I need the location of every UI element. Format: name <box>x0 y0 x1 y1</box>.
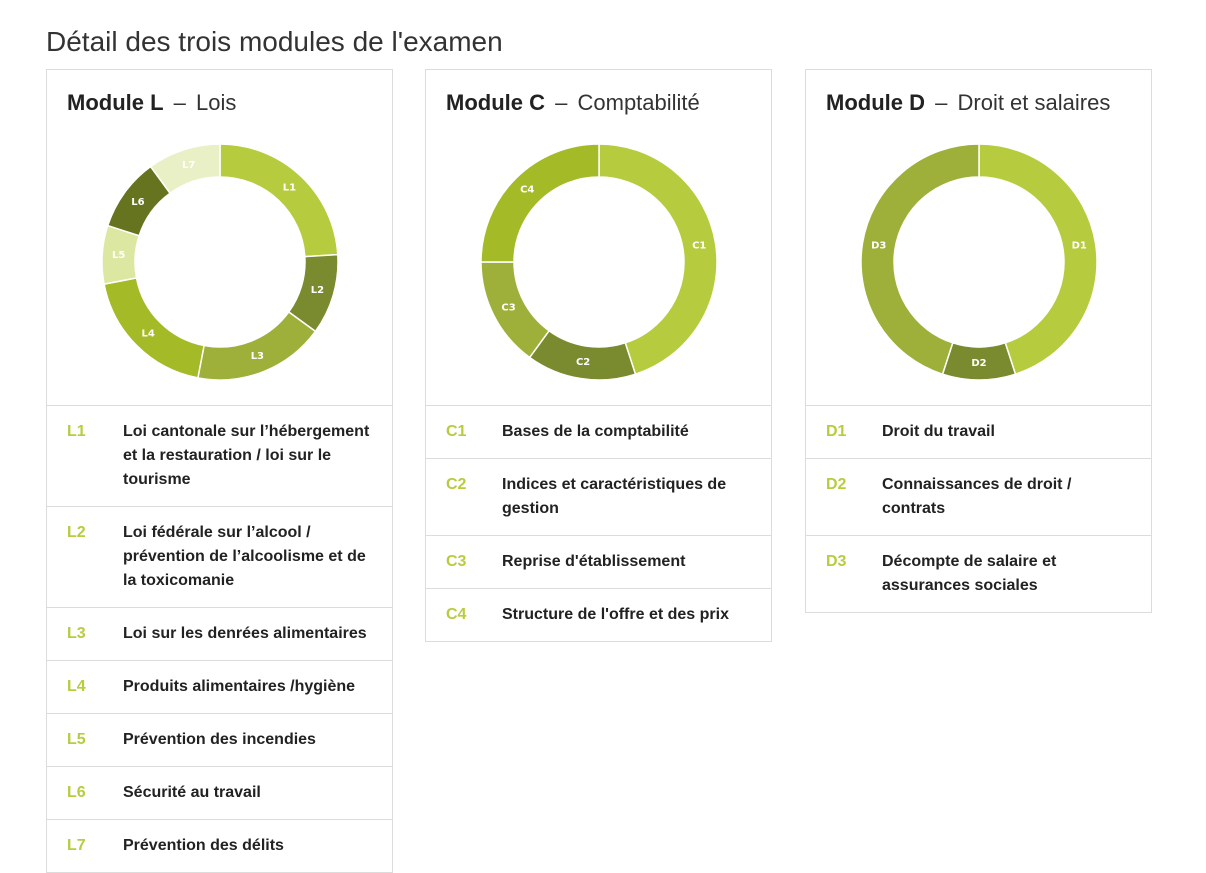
item-label: Indices et caractéristiques de gestion <box>502 476 727 517</box>
item-label: Produits alimentaires /hygiène <box>123 678 356 695</box>
donut-label-d1: D1 <box>1072 241 1087 252</box>
title-dash: – <box>935 90 948 115</box>
donut-label-l2: L2 <box>311 285 324 296</box>
list-item: L4 Produits alimentaires /hygiène <box>47 661 392 714</box>
item-label: Loi cantonale sur l’hébergement et la re… <box>123 423 370 488</box>
donut-label-c3: C3 <box>501 303 515 314</box>
donut-label-l4: L4 <box>142 328 155 339</box>
module-item-list: D1 Droit du travail D2 Connaissances de dro… <box>806 406 1151 612</box>
item-label: Reprise d'établissement <box>502 553 686 570</box>
module-subtitle: Droit et salaires <box>957 90 1111 115</box>
item-code: D3 <box>826 553 847 570</box>
list-item: L2 Loi fédérale sur l’alcool / prévention… <box>47 507 392 608</box>
item-label: Prévention des incendies <box>123 731 316 748</box>
item-code: L4 <box>67 678 86 695</box>
list-item: C3 Reprise d'établissement <box>426 536 771 589</box>
title-dash: – <box>555 90 568 115</box>
donut-label-l6: L6 <box>131 197 144 208</box>
donut-chart: L1 L2 L3 L4 L5 L6 L7 <box>102 144 338 380</box>
donut-label-l3: L3 <box>251 351 264 362</box>
item-label: Connaissances de droit / contrats <box>882 476 1072 517</box>
list-item: C4 Structure de l'offre et des prix <box>426 589 771 641</box>
module-name: Module L <box>67 90 164 115</box>
donut-segment-c2 <box>528 329 637 380</box>
item-label: Loi fédérale sur l’alcool / prévention d… <box>123 524 366 589</box>
donut-segment-d3 <box>861 144 980 376</box>
item-code: L5 <box>67 731 86 748</box>
donut-segment-l3 <box>197 310 317 380</box>
item-code: D2 <box>826 476 847 493</box>
list-item: L7 Prévention des délits <box>47 820 392 872</box>
item-label: Droit du travail <box>882 423 995 440</box>
list-item: D1 Droit du travail <box>806 406 1151 459</box>
module-subtitle: Lois <box>196 90 237 115</box>
donut-segment-c3 <box>481 261 551 359</box>
module-card-header: Module D – Droit et salaires D1 D2 D3 <box>806 70 1151 406</box>
item-code: C1 <box>446 423 467 440</box>
item-code: L6 <box>67 784 86 801</box>
module-card-header: Module L – Lois L1 L2 L3 L4 L5 L6 L7 <box>47 70 392 406</box>
module-name: Module C <box>446 90 545 115</box>
donut-label-l7: L7 <box>182 160 195 171</box>
item-code: C2 <box>446 476 467 493</box>
module-name: Module D <box>826 90 925 115</box>
donut-label-c4: C4 <box>520 185 534 196</box>
module-item-list: C1 Bases de la comptabilité C2 Indices et c… <box>426 406 771 641</box>
list-item: D3 Décompte de salaire et assurances soci… <box>806 536 1151 612</box>
item-label: Prévention des délits <box>123 837 284 854</box>
title-dash: – <box>173 90 186 115</box>
item-code: L2 <box>67 524 86 541</box>
donut-label-c2: C2 <box>576 357 590 368</box>
module-subtitle: Comptabilité <box>577 90 700 115</box>
item-label: Décompte de salaire et assurances social… <box>882 553 1057 594</box>
item-code: C3 <box>446 553 467 570</box>
donut-segment-d1 <box>978 144 1097 376</box>
list-item: L6 Sécurité au travail <box>47 767 392 820</box>
donut-chart: D1 D2 D3 <box>861 144 1097 380</box>
list-item: L1 Loi cantonale sur l’hébergement et la … <box>47 406 392 507</box>
module-card-d: Module D – Droit et salaires D1 D2 D3 D1 Dr… <box>805 69 1152 613</box>
donut-segment-c1 <box>598 144 717 376</box>
donut-segment-l1 <box>219 144 338 258</box>
list-item: D2 Connaissances de droit / contrats <box>806 459 1151 536</box>
module-item-list: L1 Loi cantonale sur l’hébergement et la … <box>47 406 392 872</box>
module-title: Module L – Lois <box>67 90 236 116</box>
item-label: Sécurité au travail <box>123 784 261 801</box>
list-item: C1 Bases de la comptabilité <box>426 406 771 459</box>
donut-segment-l7 <box>149 144 221 195</box>
donut-chart: C1 C2 C3 C4 <box>481 144 717 380</box>
item-code: C4 <box>446 606 467 623</box>
module-card-header: Module C – Comptabilité C1 C2 C3 C4 <box>426 70 771 406</box>
item-label: Bases de la comptabilité <box>502 423 689 440</box>
donut-segment-c4 <box>481 144 600 263</box>
donut-label-d2: D2 <box>971 358 986 369</box>
item-code: L1 <box>67 423 86 440</box>
module-title: Module C – Comptabilité <box>446 90 700 116</box>
list-item: L5 Prévention des incendies <box>47 714 392 767</box>
donut-label-l5: L5 <box>112 250 125 261</box>
donut-label-c1: C1 <box>692 241 706 252</box>
donut-label-d3: D3 <box>871 241 886 252</box>
item-code: L3 <box>67 625 86 642</box>
donut-label-l1: L1 <box>283 183 296 194</box>
item-label: Loi sur les denrées alimentaires <box>123 625 367 642</box>
list-item: C2 Indices et caractéristiques de gestion <box>426 459 771 536</box>
page-title: Détail des trois modules de l'examen <box>46 26 503 57</box>
item-label: Structure de l'offre et des prix <box>502 606 729 623</box>
item-code: D1 <box>826 423 847 440</box>
module-card-c: Module C – Comptabilité C1 C2 C3 C4 C1 Bases… <box>425 69 772 642</box>
list-item: L3 Loi sur les denrées alimentaires <box>47 608 392 661</box>
module-title: Module D – Droit et salaires <box>826 90 1110 116</box>
item-code: L7 <box>67 837 86 854</box>
module-card-l: Module L – Lois L1 L2 L3 L4 L5 L6 L7 L1 Loi can… <box>46 69 393 873</box>
